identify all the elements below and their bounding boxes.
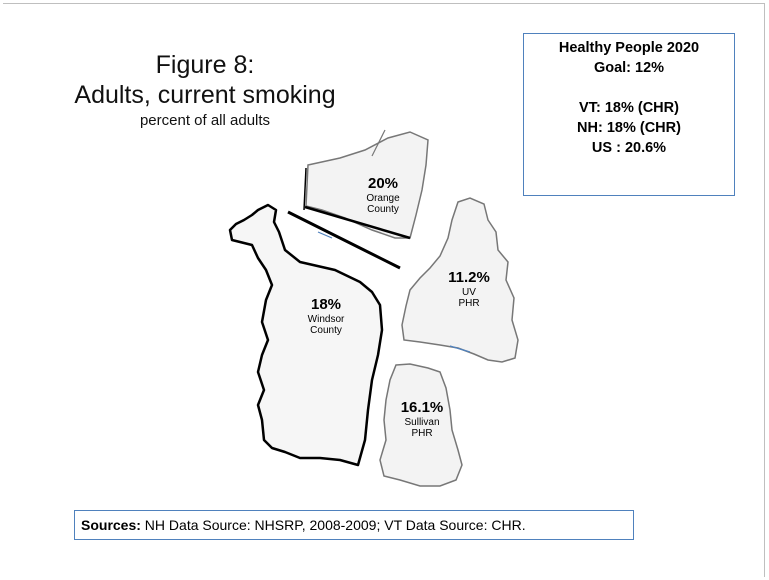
figure-title-line1: Figure 8: [155, 51, 255, 79]
river-mark-orange [317, 231, 333, 239]
slide-frame [3, 3, 765, 577]
sources-text: NH Data Source: NHSRP, 2008-2009; VT Dat… [140, 517, 526, 533]
figure-title-block: Figure 8: Adults, current smoking percen… [60, 50, 350, 129]
county-boundary-line [287, 210, 401, 270]
sullivan-phr-label: 16.1% Sullivan PHR [390, 399, 454, 439]
orange-county-west-edge [303, 167, 307, 211]
hp-nh: NH: 18% (CHR) [577, 120, 681, 136]
sullivan-phr-region [379, 363, 463, 487]
windsor-county-region [228, 203, 384, 467]
orange-county-north-line [371, 129, 386, 157]
river-mark-uv [449, 345, 471, 353]
orange-county-thick-edge [304, 205, 411, 240]
hp-heading: Healthy People 2020 [558, 40, 700, 56]
orange-county-value: 20% [367, 175, 399, 192]
windsor-county-name-line1: Windsor [307, 313, 345, 325]
sullivan-phr-value: 16.1% [400, 399, 444, 416]
uv-phr-name-line2: PHR [458, 297, 480, 309]
windsor-county-label: 18% Windsor County [294, 296, 358, 336]
figure-title-line2: Adults, current smoking [74, 81, 336, 109]
uv-phr-name-line1: UV [462, 286, 476, 298]
windsor-county-value: 18% [310, 296, 342, 313]
sources-label: Sources: [81, 517, 141, 533]
uv-phr-label: 11.2% UV PHR [437, 269, 501, 309]
orange-county-label: 20% Orange County [357, 175, 409, 215]
hp-goal: Goal: 12% [593, 60, 665, 76]
sullivan-phr-name-line2: PHR [411, 427, 433, 439]
uv-phr-region [401, 197, 519, 363]
healthy-people-box: Healthy People 2020 Goal: 12% VT: 18% (C… [523, 33, 735, 196]
orange-county-region [305, 131, 429, 239]
figure-subtitle: percent of all adults [139, 112, 271, 129]
windsor-county-name-line2: County [310, 324, 342, 336]
hp-us: US : 20.6% [591, 140, 667, 156]
orange-county-name-line1: Orange [366, 192, 400, 204]
uv-phr-value: 11.2% [448, 269, 490, 286]
orange-county-name-line2: County [367, 203, 399, 215]
sources-box: Sources: NH Data Source: NHSRP, 2008-200… [74, 510, 634, 540]
sullivan-phr-name-line1: Sullivan [404, 416, 440, 428]
hp-vt: VT: 18% (CHR) [579, 100, 679, 116]
